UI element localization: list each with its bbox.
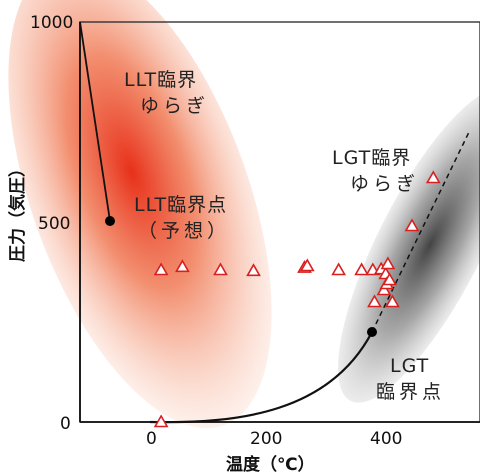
lgt-fluctuation-label-line1: LGT臨界 [332, 147, 411, 169]
x-tick-label: 200 [250, 429, 282, 449]
triangle-marker [354, 262, 369, 276]
data-markers [153, 170, 441, 428]
y-tick-label: 500 [38, 214, 70, 234]
llt-fluctuation-label-line2: ゆらぎ [140, 95, 209, 117]
lgt-fluctuation-region [338, 87, 480, 403]
triangle-marker [367, 294, 382, 308]
y-axis-title: 圧力（気圧） [7, 160, 28, 262]
triangle-marker [153, 262, 169, 276]
llt-critical-point [105, 216, 115, 226]
triangle-marker [175, 259, 190, 273]
triangle-marker [382, 272, 397, 286]
triangle-marker [213, 262, 228, 276]
triangle-marker [246, 263, 261, 277]
llt-fluctuation-label-line1: LLT臨界 [124, 69, 197, 91]
y-tick-label: 0 [60, 414, 71, 434]
triangle-marker [380, 256, 396, 270]
triangle-marker [385, 294, 400, 308]
triangle-marker [404, 218, 420, 232]
lgt-critical-point [367, 327, 377, 337]
llt-fluctuation-region [8, 0, 272, 429]
llt-line [79, 21, 111, 222]
triangle-marker [425, 170, 441, 184]
triangle-marker [299, 258, 315, 272]
llt-critical-point-label-line2: （予想） [138, 220, 230, 242]
triangle-marker [153, 414, 169, 428]
llt-critical-point-label-line1: LLT臨界点 [134, 194, 227, 216]
triangle-marker [331, 262, 347, 276]
lgt-critical-point-label-line1: LGT [390, 355, 429, 377]
x-axis-title: 温度（℃） [226, 454, 315, 474]
x-tick-label: 0 [146, 429, 157, 449]
lgt-coexistence-curve [149, 331, 373, 424]
lgt-fluctuation-label-line2: ゆらぎ [350, 173, 419, 195]
lgt-critical-point-label-line2: 臨界点 [376, 381, 445, 403]
y-tick-label: 1000 [30, 13, 73, 33]
lgt-widom-line [371, 129, 471, 333]
x-tick-label: 400 [370, 429, 402, 449]
